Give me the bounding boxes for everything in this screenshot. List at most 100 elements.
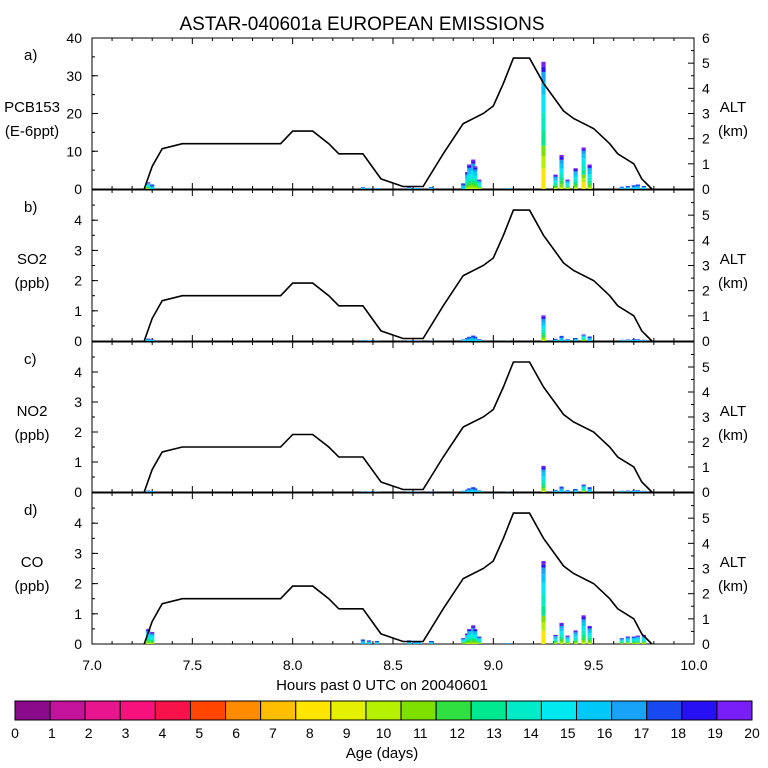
- bar-segment: [565, 490, 570, 491]
- bar-segment: [541, 66, 546, 72]
- y-tick-label: 4: [74, 212, 82, 228]
- bar-segment: [473, 183, 478, 186]
- bar-segment: [150, 631, 155, 633]
- bar-segment: [573, 339, 578, 341]
- bar-segment: [581, 639, 586, 643]
- bar-segment: [553, 489, 558, 491]
- bar-segment: [473, 166, 478, 168]
- bar-segment: [461, 183, 466, 186]
- bar: [374, 188, 380, 189]
- bar-segment: [587, 177, 592, 181]
- bar-segment: [146, 491, 151, 492]
- y-axis-label: SO2: [17, 251, 47, 268]
- bar-segment: [587, 489, 592, 492]
- bar-segment: [581, 622, 586, 627]
- bar-segment: [573, 640, 578, 643]
- bar-segment: [565, 638, 570, 641]
- bar-segment: [559, 624, 564, 626]
- bar-segment: [467, 629, 472, 632]
- y-tick-label: 30: [66, 68, 82, 84]
- y-tick-label: 0: [74, 181, 82, 197]
- bar-segment: [477, 491, 482, 492]
- colorbar-tick-label: 14: [523, 725, 539, 741]
- bar: [541, 465, 546, 492]
- bar-segment: [467, 641, 472, 644]
- colorbar-tick-label: 20: [744, 725, 760, 741]
- bar: [473, 488, 478, 492]
- bar-segment: [565, 187, 570, 189]
- bar: [477, 339, 482, 341]
- bar-segment: [631, 636, 636, 638]
- colorbar-tick-label: 13: [486, 725, 502, 741]
- bar-segment: [553, 184, 558, 186]
- bar-segment: [635, 490, 640, 492]
- bar: [473, 336, 478, 341]
- bar-segment: [366, 188, 372, 189]
- bar-segment: [146, 187, 151, 189]
- bar-segment: [406, 187, 412, 189]
- bar: [461, 490, 466, 492]
- bar-segment: [565, 339, 570, 340]
- bar: [505, 643, 510, 644]
- bar-segment: [477, 642, 482, 643]
- bar-segment: [541, 61, 546, 67]
- bar-segment: [641, 638, 646, 640]
- bar-segment: [146, 183, 151, 184]
- x-axis-label: Hours past 0 UTC on 20040601: [276, 677, 488, 694]
- y-tick-label: 0: [74, 333, 82, 349]
- y-tick-label: 3: [74, 394, 82, 410]
- bar: [635, 339, 640, 341]
- bar: [631, 490, 636, 492]
- bar-segment: [461, 340, 466, 341]
- bar-segment: [467, 336, 472, 339]
- bar-segment: [467, 489, 472, 492]
- bar: [429, 491, 434, 492]
- bar-segment: [473, 167, 478, 170]
- bar-segment: [553, 635, 558, 637]
- bar: [641, 339, 646, 341]
- colorbar-tick-label: 11: [413, 725, 428, 741]
- bar-segment: [573, 337, 578, 340]
- bar-segment: [150, 633, 155, 636]
- x-tick-label: 7.0: [82, 657, 102, 673]
- bar-segment: [477, 640, 482, 642]
- bar-segment: [467, 638, 472, 641]
- bar-segment: [150, 340, 155, 341]
- panel-frame: [91, 37, 695, 190]
- x-tick-label: 9.0: [484, 657, 504, 673]
- bar-segment: [467, 187, 472, 189]
- bar-segment: [625, 636, 630, 638]
- bar-segment: [541, 582, 546, 595]
- colorbar-tick-label: 17: [634, 725, 650, 741]
- bar: [541, 61, 546, 189]
- colorbar-tick-label: 3: [122, 725, 130, 741]
- bar-segment: [461, 339, 466, 341]
- bar-segment: [541, 155, 546, 169]
- bar: [619, 186, 624, 189]
- bar: [553, 174, 558, 189]
- bar-segment: [473, 175, 478, 179]
- bar-segment: [581, 334, 586, 336]
- bar: [553, 489, 558, 492]
- y-axis-label: (E-6ppt): [5, 123, 59, 140]
- bar: [366, 340, 372, 341]
- bar-segment: [416, 642, 422, 644]
- bar-segment: [541, 605, 546, 616]
- bar-segment: [461, 185, 466, 189]
- bar-segment: [473, 638, 478, 641]
- y-tick-label: 0: [74, 484, 82, 500]
- bar: [631, 636, 636, 644]
- bar: [559, 622, 564, 644]
- bar: [641, 490, 646, 492]
- bar-segment: [146, 640, 151, 642]
- bar-segment: [565, 642, 570, 644]
- bar-segment: [146, 641, 151, 644]
- bar-segment: [541, 567, 546, 575]
- bar: [587, 487, 592, 492]
- bar-segment: [461, 638, 466, 640]
- bar-segment: [360, 639, 365, 642]
- bar-segment: [565, 641, 570, 643]
- bar: [573, 489, 578, 492]
- bar: [429, 640, 434, 644]
